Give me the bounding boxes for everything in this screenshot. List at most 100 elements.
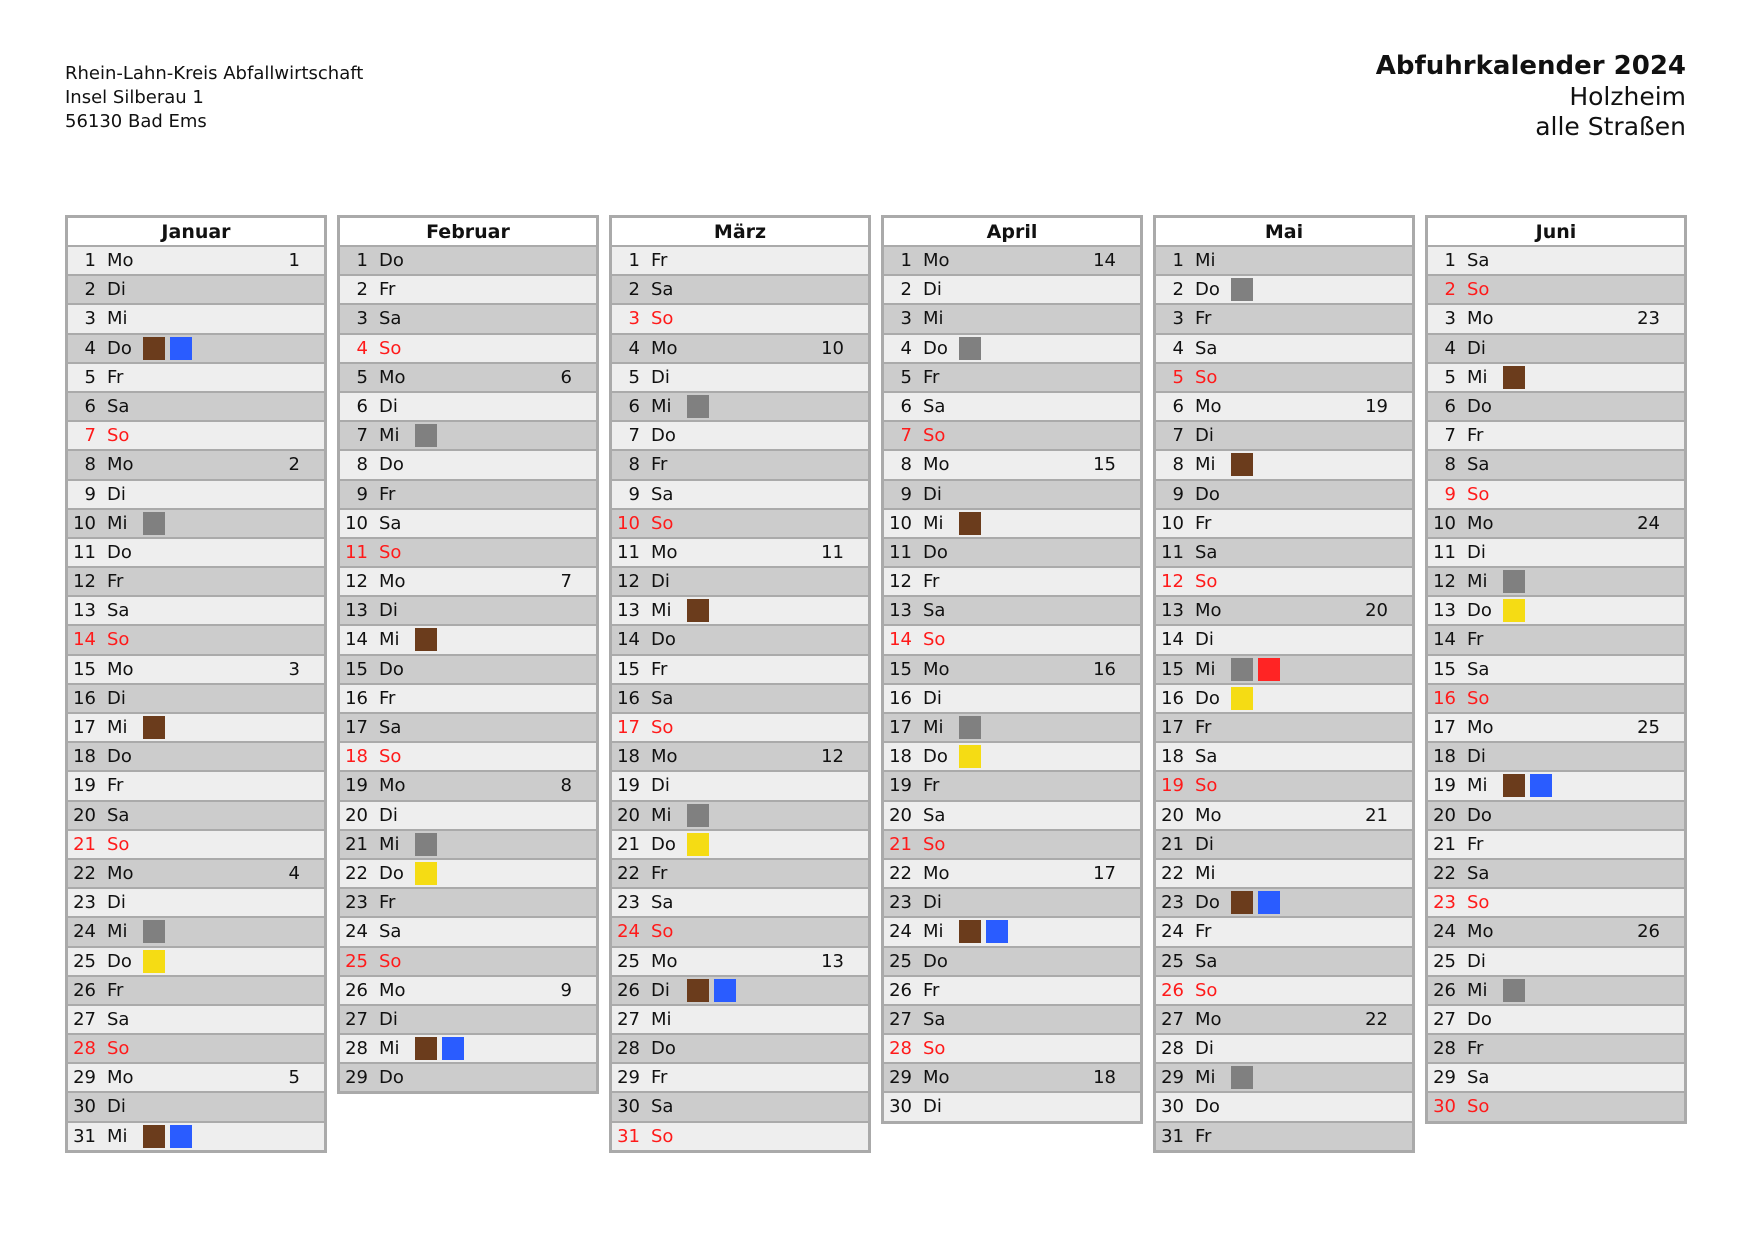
day-number: 16 (345, 687, 368, 709)
grey-bin-marker-icon (1503, 570, 1525, 594)
day-row: 16 Sa (612, 684, 868, 714)
day-row: 14 Do (612, 626, 868, 656)
weekday: Mo (1195, 395, 1222, 417)
weekday: So (1195, 571, 1218, 593)
day-number: 5 (900, 366, 912, 388)
day-row: 3 So (612, 305, 868, 335)
weekday: Do (1467, 804, 1492, 826)
weekday: Sa (651, 279, 674, 301)
day-number: 23 (889, 892, 912, 914)
day-number: 7 (628, 425, 640, 447)
day-number: 8 (356, 454, 368, 476)
weekday: Do (1467, 395, 1492, 417)
day-number: 11 (73, 541, 96, 563)
brown-bin-marker-icon (415, 1037, 437, 1061)
day-row: 18 Do (68, 743, 324, 773)
week-number: 5 (288, 1067, 300, 1089)
weekday: Di (651, 775, 670, 797)
collection-markers (143, 1124, 192, 1148)
month-column: Januar 1 Mo 1 2 Di 3 Mi 4 Do 5 Fr 6 Sa 7 So 8 Mo 2 9 Di 10 Mi 1… (65, 215, 327, 1153)
day-row: 14 So (68, 626, 324, 656)
day-number: 19 (1161, 775, 1184, 797)
day-number: 15 (73, 658, 96, 680)
day-row: 17 Sa (340, 714, 596, 744)
collection-markers (1503, 978, 1525, 1002)
day-number: 21 (617, 833, 640, 855)
collection-markers (415, 1037, 464, 1061)
week-number: 3 (288, 658, 300, 680)
weekday: Di (1467, 746, 1486, 768)
yellow-bin-marker-icon (143, 949, 165, 973)
collection-markers (143, 949, 165, 973)
day-number: 16 (617, 687, 640, 709)
day-number: 16 (1161, 687, 1184, 709)
week-number: 8 (560, 775, 572, 797)
collection-markers (1503, 365, 1525, 389)
day-row: 19 So (1156, 772, 1412, 802)
day-number: 20 (889, 804, 912, 826)
day-number: 29 (1161, 1067, 1184, 1089)
weekday: So (651, 1125, 674, 1147)
day-row: 5 Mi (1428, 363, 1684, 393)
day-row: 14 So (884, 626, 1140, 656)
day-number: 14 (1161, 629, 1184, 651)
day-number: 15 (1433, 658, 1456, 680)
page-title: Abfuhrkalender 2024 (1375, 51, 1686, 81)
weekday: Sa (923, 1008, 946, 1030)
day-number: 12 (1161, 571, 1184, 593)
grey-bin-marker-icon (143, 511, 165, 535)
day-row: 25 Do (68, 947, 324, 977)
weekday: Mo (379, 571, 406, 593)
weekday: Fr (107, 775, 124, 797)
month-column: März 1 Fr 2 Sa 3 So 4 Mo 10 5 Di 6 Mi 7 Do 8 Fr 9 Sa 10 So 11 M… (609, 215, 871, 1153)
blue-bin-marker-icon (170, 336, 192, 360)
weekday: Do (1467, 600, 1492, 622)
day-number: 6 (1444, 395, 1456, 417)
day-row: 26 So (1156, 976, 1412, 1006)
day-row: 18 Di (1428, 743, 1684, 773)
day-number: 10 (617, 512, 640, 534)
weekday: Mi (107, 512, 128, 534)
day-row: 30 Di (884, 1093, 1140, 1121)
weekday: Do (107, 746, 132, 768)
day-row: 16 Fr (340, 684, 596, 714)
weekday: Fr (651, 862, 668, 884)
day-number: 9 (84, 483, 96, 505)
day-number: 2 (356, 279, 368, 301)
day-number: 4 (84, 337, 96, 359)
collection-markers (1231, 891, 1280, 915)
weekday: Fr (923, 571, 940, 593)
day-row: 16 Di (884, 684, 1140, 714)
weekday: Fr (1467, 629, 1484, 651)
day-row: 22 Mo 17 (884, 859, 1140, 890)
weekday: Mi (1467, 775, 1488, 797)
day-row: 11 Mo 11 (612, 538, 868, 569)
weekday: Di (1195, 1038, 1214, 1060)
weekday: Sa (107, 804, 130, 826)
weekday: Mo (923, 658, 950, 680)
day-number: 8 (628, 454, 640, 476)
day-number: 23 (345, 892, 368, 914)
day-number: 22 (345, 862, 368, 884)
day-number: 12 (1433, 571, 1456, 593)
day-number: 8 (1172, 454, 1184, 476)
day-number: 17 (889, 717, 912, 738)
collection-markers (1231, 453, 1253, 477)
day-number: 17 (617, 717, 640, 738)
streets-label: alle Straßen (1535, 112, 1686, 141)
day-number: 6 (84, 395, 96, 417)
day-row: 28 Di (1156, 1035, 1412, 1065)
blue-bin-marker-icon (986, 920, 1008, 944)
calendar-header: Abfuhrkalender 2024 Holzheim alle Straße… (1376, 50, 1686, 142)
day-number: 28 (889, 1038, 912, 1060)
weekday: Di (1195, 425, 1214, 447)
weekday: Mo (651, 337, 678, 359)
weekday: Fr (1467, 833, 1484, 855)
day-number: 4 (1444, 337, 1456, 359)
day-number: 20 (1433, 804, 1456, 826)
grey-bin-marker-icon (1231, 1066, 1253, 1090)
week-number: 2 (288, 454, 300, 476)
day-row: 30 Di (68, 1093, 324, 1123)
day-row: 6 Mo 19 (1156, 392, 1412, 423)
collection-markers (687, 803, 709, 827)
